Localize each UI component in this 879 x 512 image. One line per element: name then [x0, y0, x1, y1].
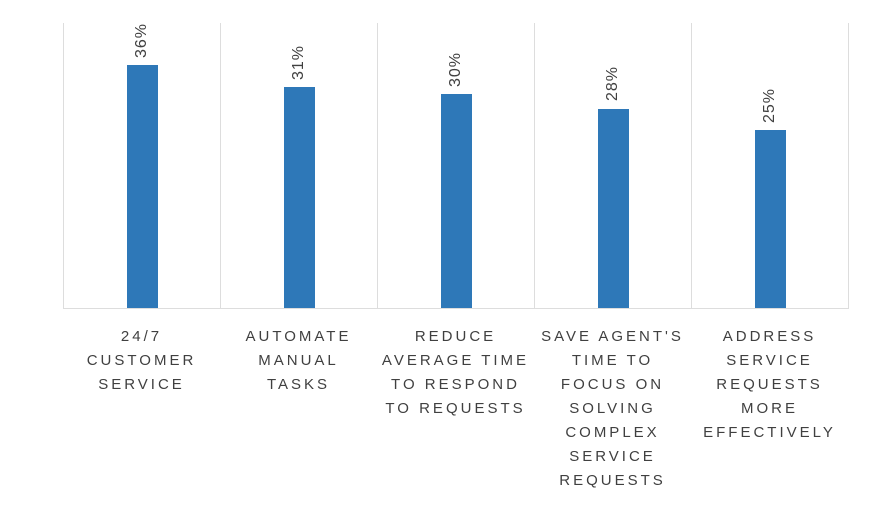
- bar-column: 31%: [221, 23, 378, 308]
- category-label: REDUCE AVERAGE TIME TO RESPOND TO REQUES…: [381, 328, 530, 417]
- data-label: 25%: [761, 87, 778, 123]
- bar-column: 28%: [535, 23, 692, 308]
- category-label: 24/7 CUSTOMER SERVICE: [86, 328, 197, 393]
- data-label: 36%: [133, 23, 150, 59]
- category-label: ADDRESS SERVICE REQUESTS MORE EFFECTIVEL…: [703, 328, 836, 441]
- data-label: 30%: [447, 52, 464, 88]
- bar: [126, 65, 158, 308]
- category-label: AUTOMATE MANUAL TASKS: [245, 328, 352, 393]
- bar: [754, 129, 786, 308]
- x-axis-labels: 24/7 CUSTOMER SERVICE AUTOMATE MANUAL TA…: [63, 309, 848, 493]
- data-label: 28%: [604, 66, 621, 102]
- bar-column: 25%: [692, 23, 849, 308]
- plot-area: 36% 31% 30% 28% 25%: [63, 23, 849, 309]
- data-label: 31%: [290, 45, 307, 81]
- bar: [283, 87, 315, 308]
- category-label: SAVE AGENT'S TIME TO FOCUS ON SOLVING CO…: [541, 328, 684, 489]
- bar-column: 30%: [378, 23, 535, 308]
- bar: [597, 108, 629, 308]
- bar: [440, 94, 472, 308]
- bar-column: 36%: [64, 23, 221, 308]
